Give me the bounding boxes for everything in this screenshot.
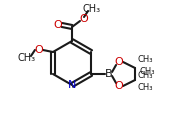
Text: B: B <box>105 69 113 79</box>
Text: O: O <box>115 57 123 67</box>
Text: CH₃: CH₃ <box>83 4 101 14</box>
Text: O: O <box>115 81 123 91</box>
Text: CH₃: CH₃ <box>18 53 36 63</box>
Text: O: O <box>80 14 88 24</box>
Text: CH₃: CH₃ <box>137 72 153 80</box>
Text: CH₃: CH₃ <box>137 56 153 64</box>
Text: O: O <box>54 20 62 30</box>
Text: CH₃: CH₃ <box>137 84 153 92</box>
Text: N: N <box>68 80 76 90</box>
Text: CH₃: CH₃ <box>139 68 155 76</box>
Text: O: O <box>35 45 43 55</box>
